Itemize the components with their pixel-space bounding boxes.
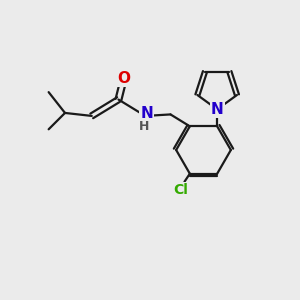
Text: N: N xyxy=(140,106,153,121)
Text: O: O xyxy=(117,71,130,86)
Text: Cl: Cl xyxy=(173,183,188,197)
Text: N: N xyxy=(211,102,224,117)
Text: H: H xyxy=(139,120,149,133)
